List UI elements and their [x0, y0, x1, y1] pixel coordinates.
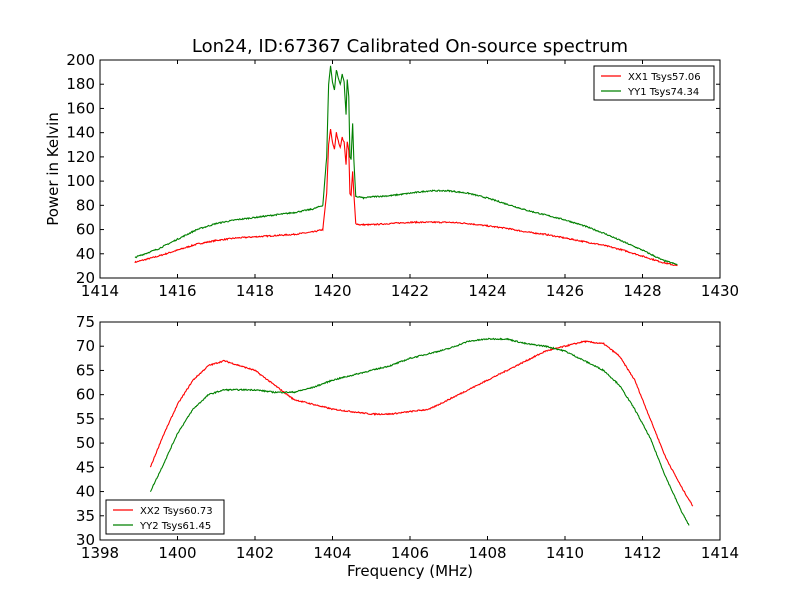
top-legend: XX1 Tsys57.06 YY1 Tsys74.34	[593, 65, 715, 101]
bottom-x-tick-label: 1410	[546, 544, 584, 562]
top-y-tick-label: 20	[76, 269, 95, 287]
top-y-tick-label: 100	[66, 172, 95, 190]
bottom-y-tick-label: 40	[76, 483, 95, 501]
bottom-legend-box	[105, 499, 225, 535]
top-y-tick-label: 160	[66, 99, 95, 117]
top-legend-label-2: YY1 Tsys74.34	[627, 87, 699, 98]
top-x-tick-label: 1426	[546, 282, 584, 300]
top-x-tick-label: 1430	[701, 282, 739, 300]
bottom-y-tick-label: 70	[76, 337, 95, 355]
top-x-tick-label: 1416	[158, 282, 196, 300]
bottom-x-tick-label: 1400	[158, 544, 196, 562]
top-x-tick-label: 1420	[313, 282, 351, 300]
top-x-tick-label: 1428	[623, 282, 661, 300]
top-y-tick-label: 60	[76, 221, 95, 239]
top-x-tick-label: 1418	[236, 282, 274, 300]
bottom-y-tick-label: 50	[76, 434, 95, 452]
top-x-tick-label: 1424	[468, 282, 506, 300]
top-x-tick-label: 1422	[391, 282, 429, 300]
bottom-x-tick-label: 1402	[236, 544, 274, 562]
top-legend-box	[593, 65, 715, 101]
top-y-tick-label: 180	[66, 75, 95, 93]
bottom-series-line-2	[149, 337, 690, 526]
top-series-line-2	[134, 65, 678, 266]
bottom-y-tick-label: 60	[76, 386, 95, 404]
bottom-y-tick-label: 45	[76, 458, 95, 476]
top-y-tick-label: 80	[76, 196, 95, 214]
top-y-tick-label: 140	[66, 124, 95, 142]
bottom-y-tick-label: 30	[76, 531, 95, 549]
top-y-tick-label: 200	[66, 51, 95, 69]
bottom-legend: XX2 Tsys60.73 YY2 Tsys61.45	[105, 499, 225, 535]
bottom-legend-label-2: YY2 Tsys61.45	[139, 521, 211, 532]
bottom-x-tick-label: 1406	[391, 544, 429, 562]
bottom-legend-label-1: XX2 Tsys60.73	[140, 506, 213, 517]
figure-title: Lon24, ID:67367 Calibrated On-source spe…	[192, 36, 628, 57]
bottom-x-tick-label: 1412	[623, 544, 661, 562]
top-y-tick-label: 120	[66, 148, 95, 166]
bottom-x-tick-label: 1408	[468, 544, 506, 562]
bottom-y-tick-label: 65	[76, 361, 95, 379]
bottom-y-tick-label: 35	[76, 507, 95, 525]
top-y-tick-label: 40	[76, 245, 95, 263]
top-y-axis-label: Power in Kelvin	[44, 112, 62, 226]
bottom-series-line-1	[149, 340, 694, 507]
bottom-x-tick-label: 1404	[313, 544, 351, 562]
bottom-x-tick-label: 1398	[81, 544, 119, 562]
top-series-line-1	[134, 129, 678, 267]
top-spectrum-chart: 1414 1416 1418 1420 1422 1424 1426 1428 1430 20 40…	[44, 51, 739, 300]
bottom-y-tick-label: 75	[76, 313, 95, 331]
bottom-x-axis-label: Frequency (MHz)	[347, 562, 473, 580]
top-legend-label-1: XX1 Tsys57.06	[628, 72, 701, 83]
top-x-tick-label: 1414	[81, 282, 119, 300]
bottom-x-tick-label: 1414	[701, 544, 739, 562]
bottom-y-tick-label: 55	[76, 410, 95, 428]
bottom-spectrum-chart: 1398 1400 1402 1404 1406 1408 1410 1412 1414 30 35…	[76, 313, 739, 580]
